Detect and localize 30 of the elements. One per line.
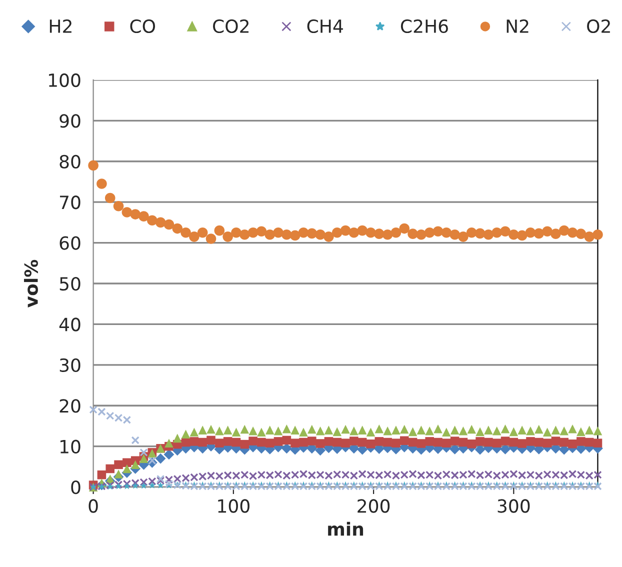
- point: [155, 453, 166, 464]
- point: [164, 449, 174, 460]
- point: [500, 444, 510, 454]
- point: [474, 444, 486, 455]
- y-tick-label: 70: [60, 196, 80, 210]
- point: [281, 443, 292, 454]
- y-axis-title: vol%: [24, 260, 38, 308]
- x-axis-title: min: [328, 522, 364, 536]
- y-tick-label: 30: [60, 358, 80, 372]
- y-tick-label: 20: [60, 399, 80, 413]
- point: [450, 444, 460, 454]
- y-tick-label: 60: [60, 236, 80, 250]
- legend-label: C2H6: [400, 19, 448, 34]
- y-tick-label: 100: [49, 73, 80, 88]
- y-tick-label: 0: [71, 480, 80, 494]
- x-tick-label: 0: [88, 499, 98, 513]
- legend-label: O2: [587, 19, 610, 34]
- y-tick-label: 50: [60, 276, 80, 291]
- legend-label: CO2: [213, 19, 249, 34]
- legend-label: H2: [50, 19, 72, 33]
- legend-label: CO: [130, 19, 156, 34]
- legend-label: N2: [506, 19, 528, 33]
- y-tick-label: 40: [59, 318, 80, 332]
- x-tick-label: 300: [498, 499, 530, 513]
- legend-label: CH4: [307, 19, 343, 34]
- x-tick-label: 200: [358, 499, 390, 513]
- x-tick-label: 100: [218, 499, 250, 513]
- y-tick-label: 10: [60, 440, 80, 454]
- y-tick-label: 90: [60, 114, 80, 128]
- y-tick-label: 80: [60, 154, 80, 168]
